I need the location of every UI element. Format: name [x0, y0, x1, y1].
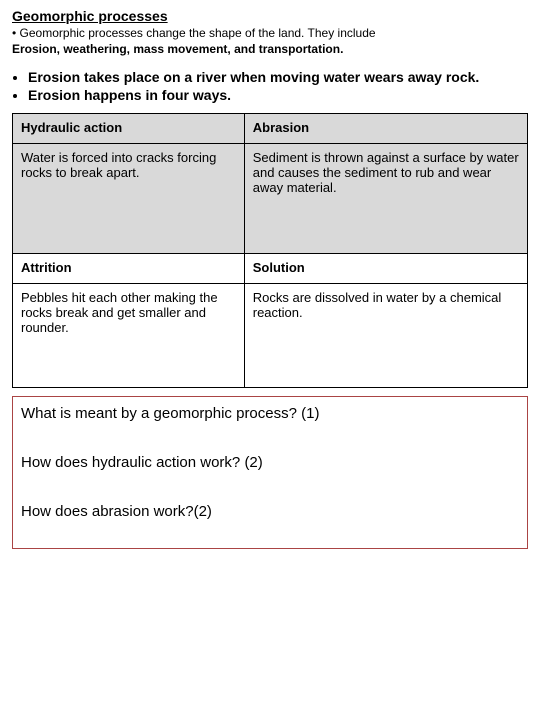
- cell-solution-desc: Rocks are dissolved in water by a chemic…: [244, 284, 527, 388]
- bullet-2-rest: Erosion happens in four ways.: [28, 87, 231, 103]
- bullet-1: Erosion takes place on a river when movi…: [28, 69, 528, 85]
- cell-hydraulic-desc: Water is forced into cracks forcing rock…: [13, 144, 245, 254]
- question-2: How does hydraulic action work? (2): [21, 454, 519, 471]
- erosion-table: Hydraulic action Abrasion Water is force…: [12, 113, 528, 388]
- question-3: How does abrasion work?(2): [21, 503, 519, 520]
- cell-attrition-header: Attrition: [13, 254, 245, 284]
- cell-solution-header: Solution: [244, 254, 527, 284]
- intro-line2-bold: Erosion, weathering, mass movement, and …: [12, 42, 343, 56]
- cell-abrasion-desc: Sediment is thrown against a surface by …: [244, 144, 527, 254]
- cell-attrition-desc: Pebbles hit each other making the rocks …: [13, 284, 245, 388]
- intro-line1: Geomorphic processes change the shape of…: [20, 26, 376, 40]
- bullet-1-bold: Erosion: [28, 69, 80, 85]
- cell-abrasion-header: Abrasion: [244, 114, 527, 144]
- questions-box: What is meant by a geomorphic process? (…: [12, 396, 528, 549]
- cell-hydraulic-header: Hydraulic action: [13, 114, 245, 144]
- intro-text: • Geomorphic processes change the shape …: [12, 26, 528, 57]
- erosion-bullets: Erosion takes place on a river when movi…: [28, 69, 528, 103]
- bullet-2: Erosion happens in four ways.: [28, 87, 528, 103]
- bullet-1-rest: takes place on a river when moving water…: [80, 69, 479, 85]
- page-title: Geomorphic processes: [12, 8, 528, 24]
- intro-bullet: •: [12, 26, 20, 40]
- question-1: What is meant by a geomorphic process? (…: [21, 405, 519, 422]
